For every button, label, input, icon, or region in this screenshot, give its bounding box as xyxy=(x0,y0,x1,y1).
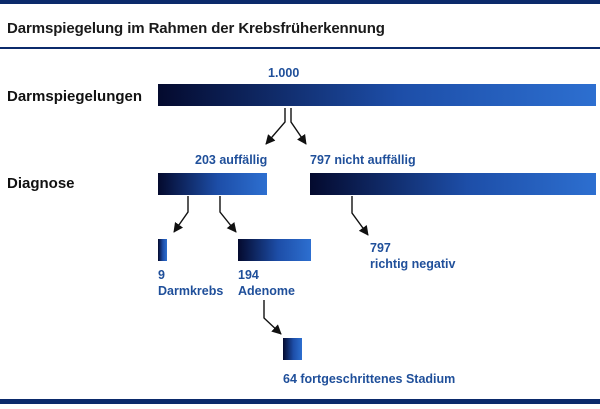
row-label-darmspiegelungen: Darmspiegelungen xyxy=(7,88,143,105)
arrow-to-nicht-auffaellig xyxy=(290,108,307,145)
nicht-auffaellig-label: 797 nicht auffällig xyxy=(310,153,416,167)
darmkrebs-label: Darmkrebs xyxy=(158,284,224,298)
bar-darmkrebs xyxy=(158,239,167,261)
total-label: 1.000 xyxy=(268,66,300,80)
row-label-diagnose: Diagnose xyxy=(7,175,75,192)
title-divider xyxy=(0,47,600,49)
arrow-to-adenome xyxy=(219,196,237,233)
arrow-to-fortgeschritten xyxy=(263,300,282,335)
arrow-to-richtig-negativ xyxy=(351,196,369,236)
arrow-to-darmkrebs xyxy=(173,196,189,233)
adenome-count: 194 xyxy=(238,268,259,282)
richtig-negativ-count: 797 xyxy=(370,241,391,255)
darmkrebs-count: 9 xyxy=(158,268,165,282)
top-rule xyxy=(0,0,600,4)
fortgeschritten-label: 64 fortgeschrittenes Stadium xyxy=(283,372,456,386)
bar-fortgeschritten xyxy=(283,338,302,360)
arrow-to-auffaellig xyxy=(265,108,286,145)
adenome-label: Adenome xyxy=(238,284,295,298)
diagram-title: Darmspiegelung im Rahmen der Krebsfrüher… xyxy=(7,20,385,37)
bar-adenome xyxy=(238,239,311,261)
auffaellig-label: 203 auffällig xyxy=(195,153,268,167)
bar-total xyxy=(158,84,596,106)
bottom-rule xyxy=(0,399,600,404)
richtig-negativ-label: richtig negativ xyxy=(370,257,456,271)
bar-nicht-auffaellig xyxy=(310,173,596,195)
bar-auffaellig xyxy=(158,173,267,195)
